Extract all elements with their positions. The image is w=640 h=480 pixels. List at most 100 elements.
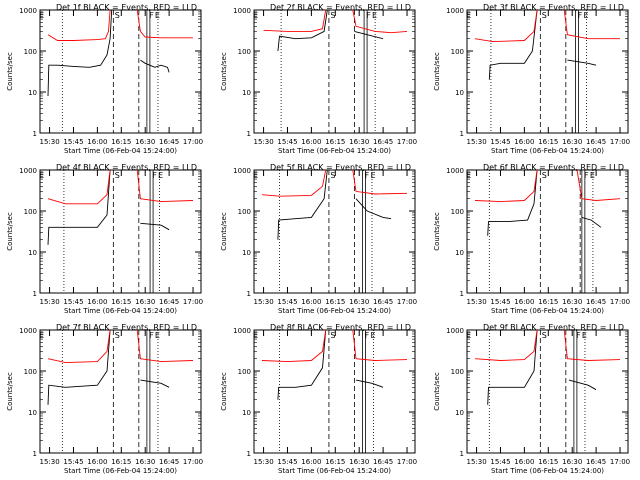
- y-tick-label: 10: [28, 409, 37, 417]
- x-axis-label: Start Time (06-Feb-04 15:24:00): [491, 307, 604, 315]
- x-tick-label: 16:30: [135, 298, 155, 306]
- y-tick-label: 10: [28, 89, 37, 97]
- x-tick-label: 15:45: [277, 458, 297, 466]
- lld-series-segment-2: [563, 329, 621, 361]
- y-tick-label: 1: [33, 450, 37, 458]
- x-tick-label: 16:30: [562, 458, 582, 466]
- y-tick-label: 10: [242, 89, 251, 97]
- chart-panel-8: Det 8f BLACK = Events, RED = LLD 1 10 100 10…: [220, 323, 417, 475]
- x-tick-label: 16:45: [373, 298, 393, 306]
- lld-series-segment-2: [352, 9, 408, 34]
- lld-series-segment-2: [136, 169, 194, 203]
- chart-panel-3: Det 3f BLACK = Events, RED = LLD 1 10 100 10…: [433, 3, 630, 155]
- event-marker-label: F: [366, 11, 371, 20]
- event-marker-label: F: [365, 171, 370, 180]
- x-tick-label: 16:30: [349, 458, 369, 466]
- events-series-segment-1: [487, 329, 538, 405]
- x-tick-label: 16:15: [111, 458, 131, 466]
- y-tick-label: 100: [24, 208, 37, 216]
- y-tick-label: 1000: [446, 167, 464, 175]
- event-marker-label: E: [155, 11, 160, 20]
- chart-panel-1: Det 1f BLACK = Events, RED = LLD 1 10 100 10…: [6, 3, 203, 155]
- x-tick-label: 15:30: [253, 138, 273, 146]
- y-tick-label: 1: [460, 130, 464, 138]
- x-tick-label: 16:15: [538, 138, 558, 146]
- x-tick-label: 16:45: [373, 138, 393, 146]
- x-tick-label: 16:45: [586, 298, 606, 306]
- events-series-segment-2: [354, 30, 384, 40]
- x-tick-label: 16:00: [87, 138, 107, 146]
- lld-series-segment-1: [263, 9, 327, 32]
- plot-frame: [39, 9, 202, 134]
- y-tick-label: 1000: [19, 7, 37, 15]
- y-tick-label: 1: [33, 130, 37, 138]
- x-tick-label: 17:00: [183, 298, 203, 306]
- event-marker-label: E: [583, 11, 588, 20]
- event-marker-label: S: [542, 331, 547, 340]
- chart-title: Det 6f BLACK = Events, RED = LLD: [483, 163, 624, 172]
- y-tick-label: 10: [455, 249, 464, 257]
- x-tick-label: 15:30: [466, 458, 486, 466]
- event-marker-label: E: [590, 171, 595, 180]
- lld-series-segment-1: [47, 169, 111, 205]
- plot-frame: [466, 169, 629, 294]
- y-axis-label: Counts/sec: [220, 212, 228, 251]
- chart-title: Det 1f BLACK = Events, RED = LLD: [56, 3, 197, 12]
- lld-series-segment-2: [352, 169, 408, 195]
- x-tick-label: 16:00: [514, 458, 534, 466]
- y-tick-label: 1: [33, 290, 37, 298]
- chart-panel-5: Det 5f BLACK = Events, RED = LLD 1 10 100 10…: [220, 163, 417, 315]
- y-tick-label: 100: [24, 48, 37, 56]
- event-marker-label: F: [365, 331, 370, 340]
- x-tick-label: 16:30: [562, 138, 582, 146]
- x-tick-label: 15:30: [39, 458, 59, 466]
- x-tick-label: 15:30: [466, 138, 486, 146]
- y-tick-label: 100: [238, 48, 251, 56]
- x-tick-label: 16:00: [514, 138, 534, 146]
- events-series-segment-1: [487, 169, 538, 236]
- events-series-segment-2: [568, 379, 597, 391]
- x-tick-label: 16:00: [87, 458, 107, 466]
- plot-frame: [39, 329, 202, 454]
- y-tick-label: 1000: [19, 167, 37, 175]
- chart-title: Det 5f BLACK = Events, RED = LLD: [270, 163, 411, 172]
- x-tick-label: 16:00: [514, 298, 534, 306]
- x-tick-label: 17:00: [397, 298, 417, 306]
- x-tick-label: 16:45: [586, 458, 606, 466]
- x-tick-label: 17:00: [397, 138, 417, 146]
- events-series-segment-1: [277, 169, 328, 240]
- y-axis-label: Counts/sec: [220, 52, 228, 91]
- event-marker-label: S: [330, 331, 335, 340]
- y-tick-label: 10: [242, 409, 251, 417]
- x-tick-label: 15:45: [63, 298, 83, 306]
- x-tick-label: 17:00: [397, 458, 417, 466]
- x-tick-label: 16:45: [159, 458, 179, 466]
- chart-panel-9: Det 9f BLACK = Events, RED = LLD 1 10 100 10…: [433, 323, 630, 475]
- event-marker-label: S: [115, 331, 120, 340]
- event-marker-label: F: [149, 331, 154, 340]
- lld-series-segment-1: [47, 329, 111, 364]
- x-tick-label: 17:00: [183, 458, 203, 466]
- y-tick-label: 10: [455, 409, 464, 417]
- x-tick-label: 16:15: [111, 138, 131, 146]
- lld-series-segment-1: [47, 9, 111, 41]
- event-marker-label: F: [578, 11, 583, 20]
- events-series-segment-2: [140, 222, 170, 231]
- y-axis-label: Counts/sec: [433, 212, 441, 251]
- lld-series-segment-1: [474, 9, 538, 43]
- y-tick-label: 10: [455, 89, 464, 97]
- x-tick-label: 16:45: [159, 298, 179, 306]
- x-tick-label: 16:00: [301, 458, 321, 466]
- lld-series-segment-2: [136, 329, 194, 363]
- x-tick-label: 15:45: [63, 458, 83, 466]
- x-tick-label: 16:15: [325, 458, 345, 466]
- lld-series-segment-2: [136, 9, 193, 39]
- y-tick-label: 10: [242, 249, 251, 257]
- y-axis-label: Counts/sec: [6, 212, 14, 251]
- x-tick-label: 15:30: [39, 138, 59, 146]
- event-marker-label: E: [253, 11, 258, 20]
- x-tick-label: 15:45: [490, 458, 510, 466]
- plot-frame: [466, 9, 629, 134]
- y-tick-label: 100: [238, 368, 251, 376]
- events-series-segment-2: [581, 216, 602, 228]
